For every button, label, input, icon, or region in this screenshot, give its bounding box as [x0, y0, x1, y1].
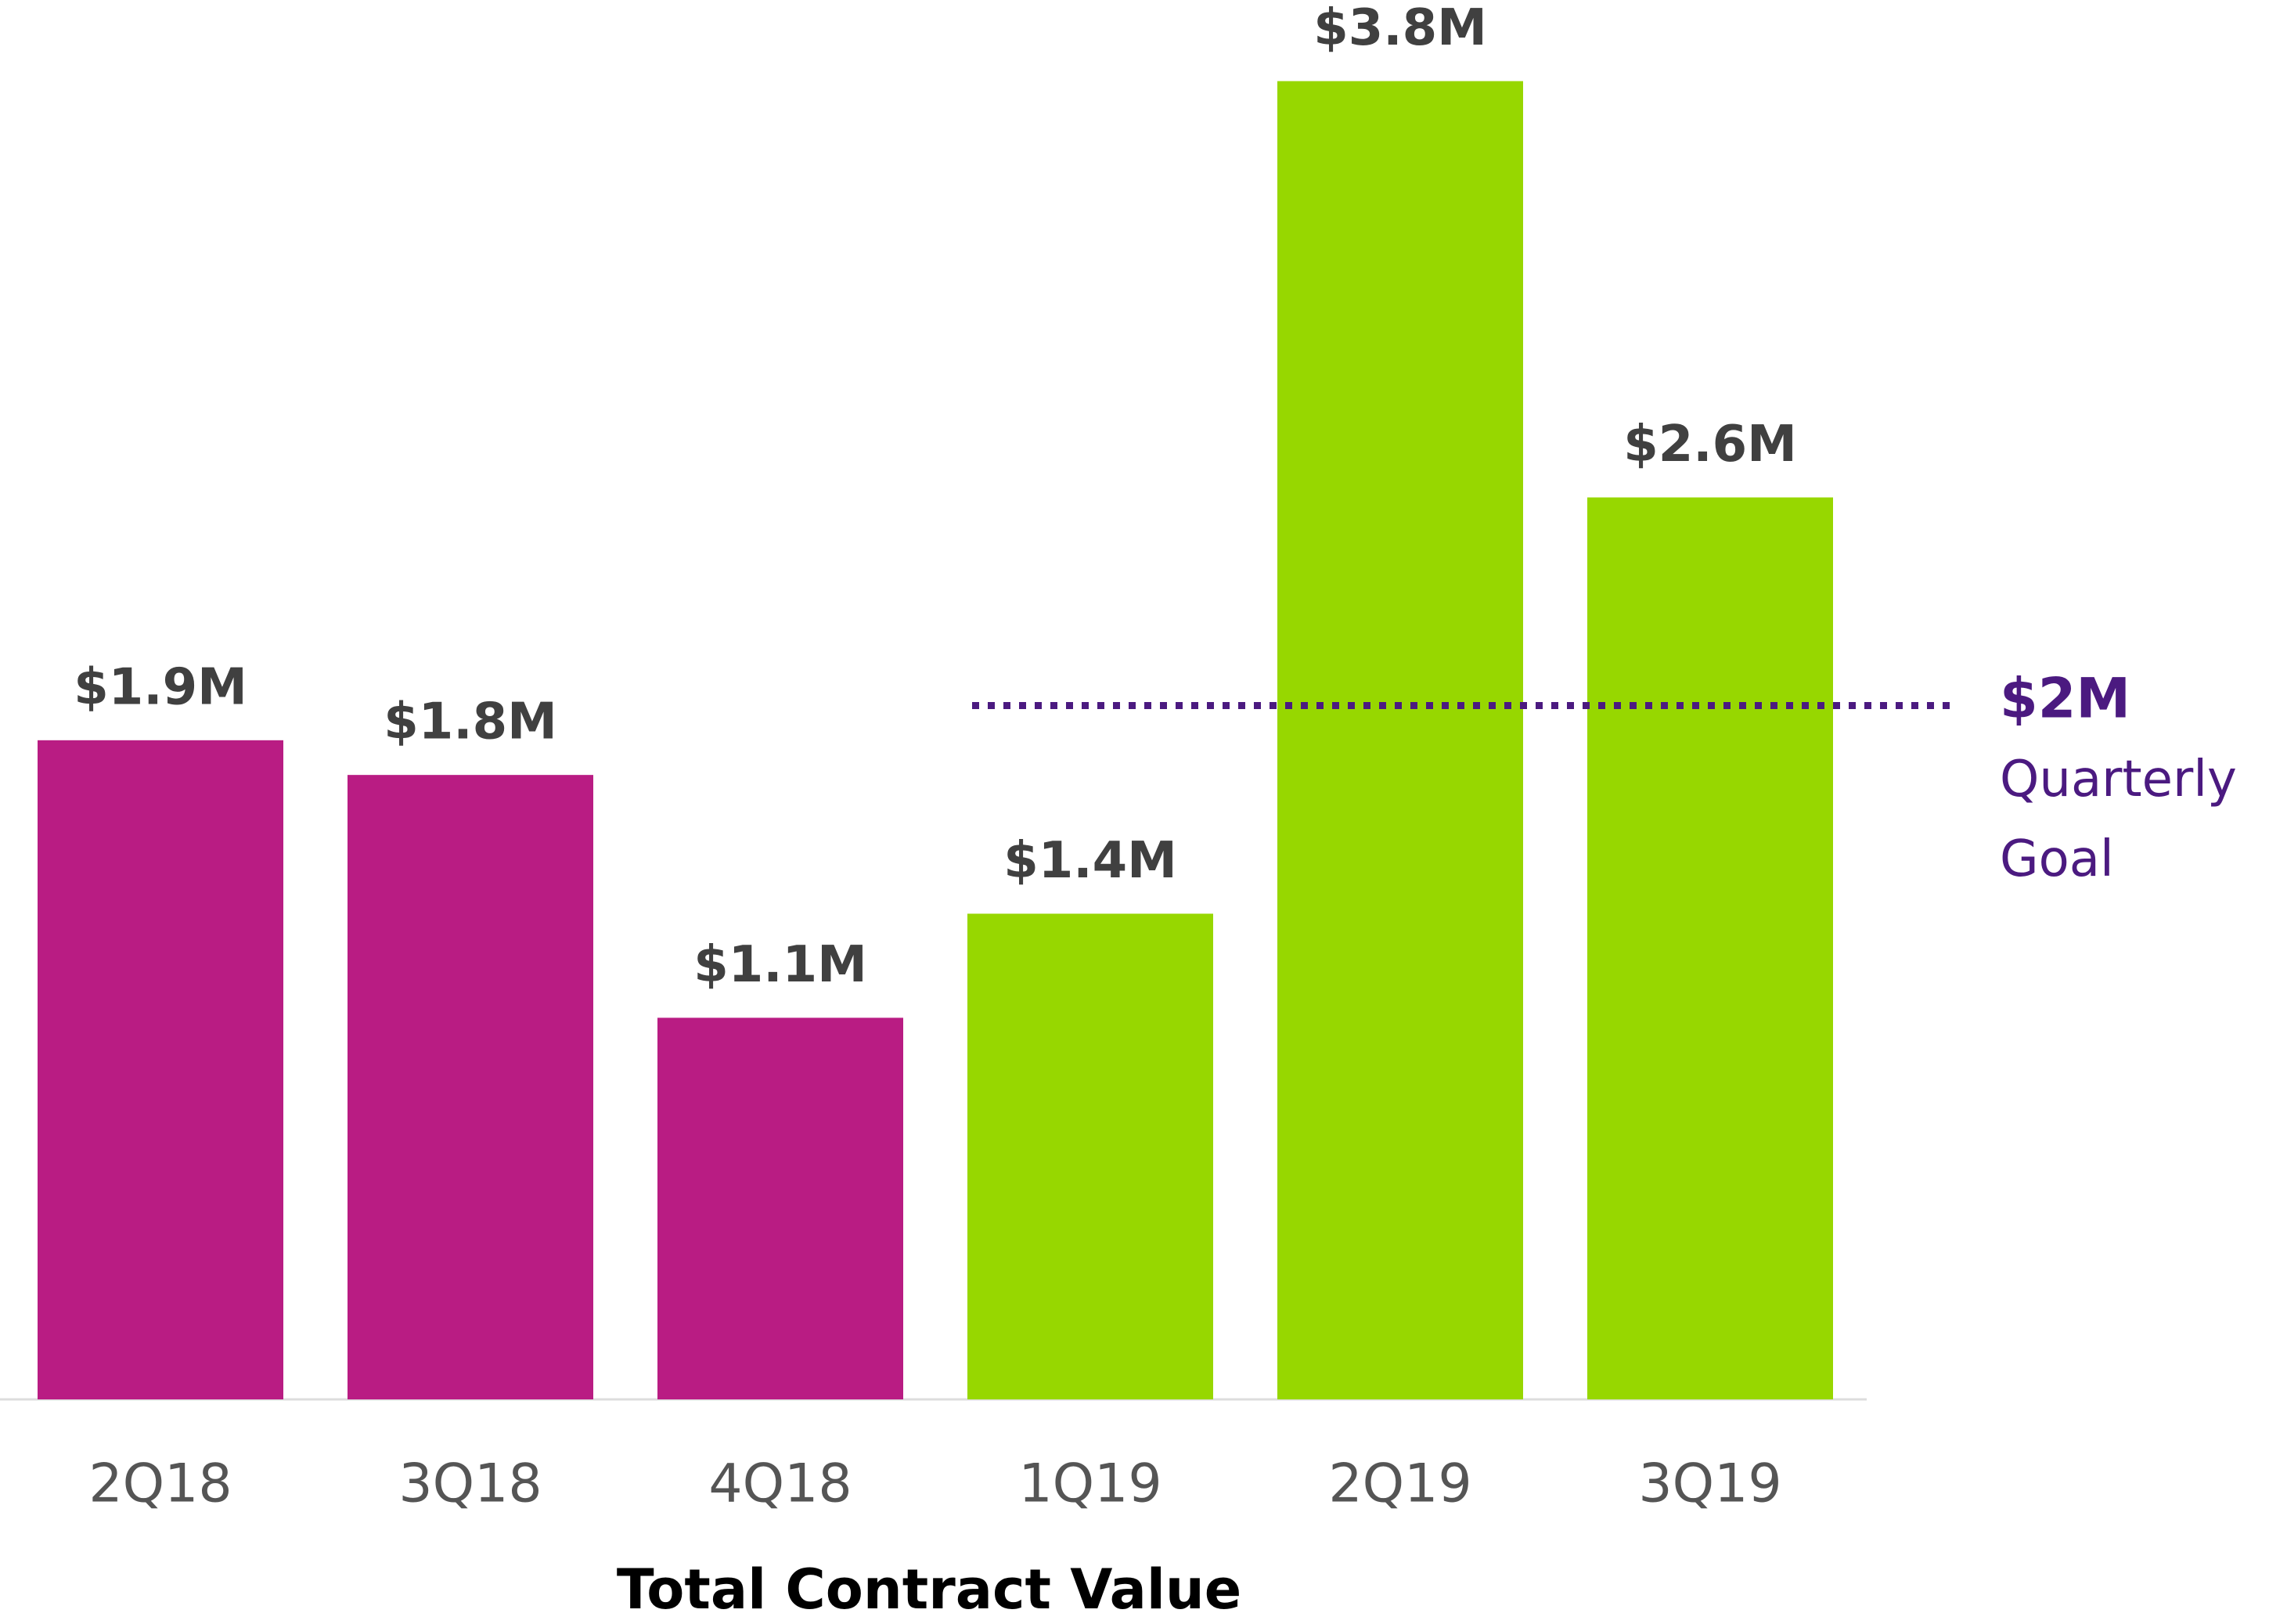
goal-label: $2M: [2000, 667, 2130, 731]
value-label: $3.8M: [1313, 0, 1487, 57]
goal-text: Goal: [2000, 830, 2114, 888]
value-label: $1.8M: [384, 693, 557, 751]
chart-title: Total Contract Value: [617, 1557, 1241, 1622]
bar: [1587, 497, 1833, 1399]
x-tick-label: 1Q19: [1018, 1453, 1162, 1515]
x-tick-label: 3Q19: [1638, 1453, 1781, 1515]
x-tick-label: 4Q18: [708, 1453, 852, 1515]
bar: [967, 913, 1213, 1399]
x-tick-label: 2Q19: [1328, 1453, 1471, 1515]
value-label: $1.9M: [74, 658, 247, 716]
goal-text: Quarterly: [2000, 751, 2237, 808]
x-tick-label: 3Q18: [398, 1453, 542, 1515]
bar: [348, 775, 593, 1399]
value-label: $1.1M: [693, 936, 867, 994]
bar: [38, 740, 283, 1399]
bar: [1277, 81, 1523, 1399]
bar: [657, 1017, 903, 1399]
value-label: $1.4M: [1003, 832, 1177, 890]
x-tick-label: 2Q18: [88, 1453, 232, 1515]
value-label: $2.6M: [1623, 416, 1797, 474]
